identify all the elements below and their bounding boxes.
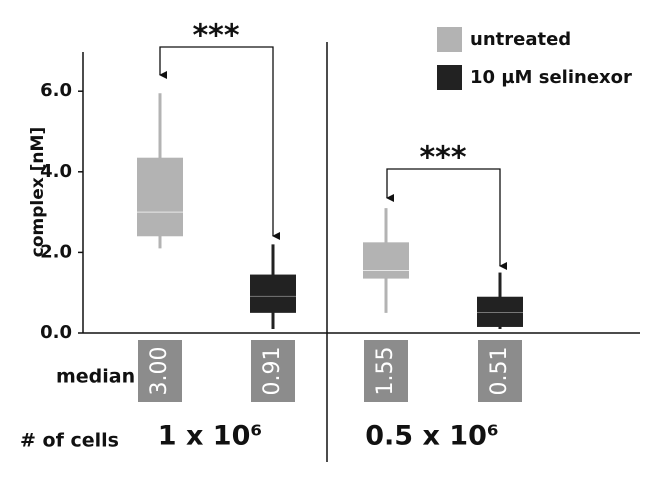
box (477, 296, 523, 327)
median-label-box (364, 340, 408, 402)
median-label: 3.00 (147, 347, 172, 396)
median-label: 0.51 (487, 347, 512, 396)
significance-bracket (159, 46, 280, 240)
significance-label: *** (419, 141, 466, 176)
group-label: 0.5 x 10⁶ (365, 421, 498, 452)
median-label: 1.55 (373, 347, 398, 396)
box (250, 274, 296, 313)
significance-bracket (386, 168, 507, 270)
legend-swatch (437, 65, 462, 90)
legend-swatch (437, 27, 462, 52)
median-label-box (138, 340, 182, 402)
median-label-box (251, 340, 295, 402)
box (137, 157, 183, 237)
legend-label: untreated (470, 29, 571, 50)
row-label: # of cells (20, 430, 119, 452)
box (363, 242, 409, 279)
row-label: median (56, 366, 135, 388)
y-axis-label: complex [nM] (28, 127, 48, 257)
group-label: 1 x 10⁶ (158, 421, 262, 452)
y-tick-label: 2.0 (40, 241, 72, 262)
legend-label: 10 µM selinexor (470, 67, 632, 88)
median-label: 0.91 (260, 347, 285, 396)
y-tick-label: 4.0 (40, 161, 72, 182)
median-label-box (478, 340, 522, 402)
significance-label: *** (192, 19, 239, 54)
y-tick-label: 6.0 (40, 80, 72, 101)
y-tick-label: 0.0 (40, 322, 72, 343)
